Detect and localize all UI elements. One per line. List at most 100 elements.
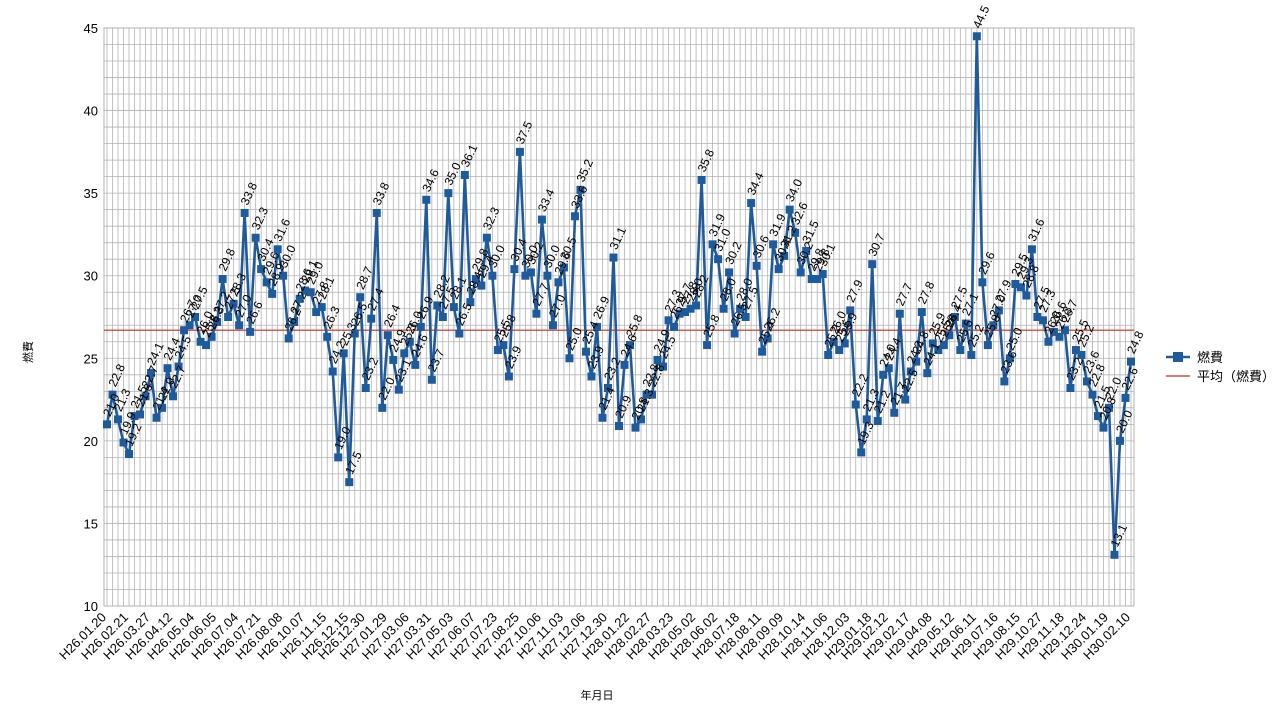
- data-point-marker: [191, 313, 200, 321]
- data-point-marker: [763, 334, 772, 343]
- data-point-marker: [196, 337, 205, 346]
- data-label: 23.2: [359, 355, 382, 382]
- data-point-marker: [108, 390, 117, 399]
- data-point-marker: [1071, 346, 1080, 355]
- data-point-marker: [791, 228, 800, 237]
- data-label: 13.1: [1108, 522, 1131, 549]
- data-point-marker: [675, 309, 684, 318]
- data-label: 28.3: [227, 271, 250, 298]
- data-point-marker: [180, 326, 189, 335]
- data-point-marker: [405, 337, 414, 346]
- data-label: 23.6: [997, 348, 1020, 375]
- data-point-marker: [813, 275, 822, 284]
- data-point-marker: [477, 281, 486, 290]
- data-point-marker: [1088, 390, 1097, 399]
- data-point-marker: [1066, 384, 1075, 393]
- data-label: 26.2: [761, 305, 784, 332]
- data-point-marker: [559, 263, 568, 272]
- data-point-marker: [659, 362, 668, 371]
- data-point-marker: [939, 341, 948, 350]
- data-label: 36.1: [458, 142, 481, 169]
- legend-series-marker: [1173, 352, 1183, 362]
- data-point-marker: [383, 331, 392, 340]
- data-point-marker: [730, 329, 739, 338]
- data-point-marker: [565, 354, 574, 363]
- data-point-marker: [262, 278, 271, 287]
- data-point-marker: [972, 32, 981, 41]
- data-point-marker: [906, 367, 915, 376]
- data-label: 34.0: [783, 177, 806, 204]
- data-point-marker: [158, 403, 167, 412]
- data-point-marker: [1104, 403, 1113, 412]
- data-point-marker: [873, 417, 882, 426]
- data-point-marker: [681, 308, 690, 317]
- data-point-marker: [268, 289, 277, 298]
- data-label: 27.9: [992, 277, 1015, 304]
- legend: 燃費 平均（燃費）: [1166, 350, 1275, 384]
- data-point-marker: [251, 233, 260, 242]
- data-point-marker: [213, 317, 222, 326]
- data-point-marker: [1000, 377, 1009, 386]
- y-tick-label: 45: [84, 21, 98, 36]
- data-point-marker: [103, 420, 111, 429]
- data-point-marker: [994, 306, 1003, 315]
- data-point-marker: [235, 321, 244, 330]
- data-point-marker: [174, 362, 183, 371]
- data-point-marker: [1121, 393, 1130, 402]
- data-point-marker: [312, 308, 321, 317]
- data-point-marker: [339, 349, 348, 358]
- y-tick-label: 35: [84, 186, 98, 201]
- data-point-marker: [857, 448, 866, 457]
- data-point-marker: [125, 450, 134, 459]
- data-label: 33.6: [568, 183, 591, 210]
- data-point-marker: [427, 375, 436, 384]
- data-point-marker: [1038, 316, 1047, 325]
- data-point-marker: [664, 316, 673, 325]
- data-point-marker: [515, 147, 524, 156]
- data-point-marker: [620, 360, 629, 369]
- data-point-marker: [400, 349, 409, 358]
- data-label: 35.2: [573, 157, 596, 184]
- data-point-marker: [114, 415, 123, 424]
- data-point-marker: [229, 299, 238, 308]
- data-point-marker: [350, 329, 359, 338]
- data-point-marker: [692, 301, 701, 310]
- data-point-marker: [356, 293, 365, 302]
- data-point-marker: [631, 423, 640, 432]
- data-point-marker: [752, 261, 761, 270]
- data-point-marker: [389, 355, 398, 364]
- data-point-marker: [725, 268, 734, 277]
- data-point-marker: [295, 294, 304, 303]
- data-point-marker: [1099, 423, 1108, 432]
- data-point-marker: [983, 341, 992, 350]
- data-point-marker: [697, 175, 706, 184]
- legend-series-label: 燃費: [1197, 350, 1223, 365]
- data-point-marker: [141, 392, 150, 401]
- data-point-marker: [147, 369, 156, 378]
- data-point-marker: [609, 253, 618, 262]
- data-label: 34.6: [419, 167, 442, 194]
- data-point-marker: [482, 233, 491, 242]
- data-point-marker: [328, 367, 337, 376]
- y-axis-tick-labels: 10 15 20 25 30 35 40 45: [84, 21, 98, 614]
- data-label: 23.2: [601, 355, 624, 382]
- data-label: 31.6: [271, 216, 294, 243]
- data-label: 30.5: [557, 234, 580, 261]
- data-point-marker: [1060, 326, 1069, 335]
- data-point-marker: [950, 313, 959, 321]
- y-tick-label: 20: [84, 434, 98, 449]
- data-point-marker: [736, 304, 745, 313]
- data-point-marker: [526, 268, 535, 277]
- data-point-marker: [1110, 550, 1119, 559]
- data-label: 30.7: [865, 231, 888, 258]
- data-point-marker: [416, 322, 425, 331]
- data-point-marker: [1077, 350, 1086, 359]
- data-point-marker: [945, 331, 954, 340]
- plot-area-border: [103, 27, 1135, 607]
- data-point-marker: [444, 189, 453, 198]
- data-point-marker: [136, 410, 145, 419]
- data-point-marker: [317, 303, 326, 312]
- data-point-marker: [912, 357, 921, 366]
- data-point-marker: [361, 384, 370, 393]
- data-point-marker: [1044, 337, 1053, 346]
